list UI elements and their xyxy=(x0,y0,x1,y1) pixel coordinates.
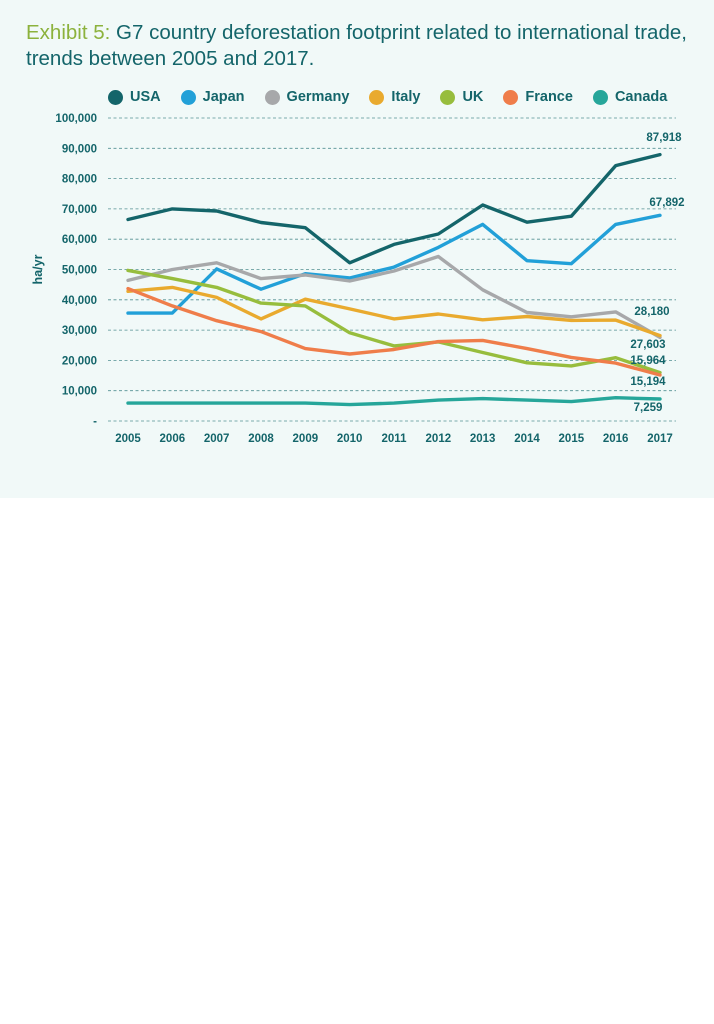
legend-label: Germany xyxy=(286,89,350,105)
legend-item: USA xyxy=(108,89,161,105)
y-tick-label: 20,000 xyxy=(62,355,97,367)
legend-swatch xyxy=(592,89,608,105)
y-tick-label: 40,000 xyxy=(62,295,97,307)
legend-swatch xyxy=(264,89,280,105)
x-tick-label: 2012 xyxy=(426,433,452,445)
y-tick-label: 90,000 xyxy=(62,143,97,155)
x-tick-label: 2010 xyxy=(337,433,363,445)
y-tick-label: 50,000 xyxy=(62,265,97,277)
legend-label: UK xyxy=(462,89,484,105)
legend-item: Germany xyxy=(264,89,350,105)
y-tick-label: 70,000 xyxy=(62,204,97,216)
y-tick-label: 60,000 xyxy=(62,234,97,246)
series-line-japan xyxy=(126,213,662,315)
title-text: G7 country deforestation footprint relat… xyxy=(26,21,687,70)
y-tick-label: 80,000 xyxy=(62,174,97,186)
end-value-label: 15,194 xyxy=(630,376,666,388)
end-value-label: 27,603 xyxy=(630,339,665,351)
legend-swatch xyxy=(108,89,123,105)
chart-title: Exhibit 5: G7 country deforestation foot… xyxy=(26,20,696,72)
series-line-canada xyxy=(126,396,662,407)
series-line-italy xyxy=(126,285,662,338)
legend-item: France xyxy=(503,89,573,105)
end-value-label: 28,180 xyxy=(634,306,669,318)
series-line-usa xyxy=(126,152,662,265)
x-tick-label: 2014 xyxy=(514,433,540,445)
x-tick-label: 2015 xyxy=(559,433,585,445)
x-tick-label: 2006 xyxy=(160,433,186,445)
x-tick-label: 2011 xyxy=(382,433,408,445)
legend-item: UK xyxy=(440,89,483,105)
end-value-label: 15,964 xyxy=(630,355,666,367)
legend-item: Italy xyxy=(369,89,420,105)
legend: USA Japan Germany Italy UK France Canada xyxy=(108,86,687,108)
x-tick-label: 2016 xyxy=(603,433,629,445)
chart-panel: Exhibit 5: G7 country deforestation foot… xyxy=(0,0,714,498)
legend-label: Japan xyxy=(202,89,245,105)
end-value-label: 67,892 xyxy=(649,197,684,209)
series-line-germany xyxy=(126,254,662,340)
y-tick-label: 100,000 xyxy=(55,113,97,125)
y-tick-label: 30,000 xyxy=(62,325,97,337)
legend-swatch xyxy=(369,89,385,105)
exhibit-label: Exhibit 5: xyxy=(26,21,111,44)
x-tick-label: 2007 xyxy=(204,433,230,445)
legend-swatch xyxy=(503,89,519,105)
x-tick-label: 2008 xyxy=(248,433,274,445)
legend-swatch xyxy=(180,89,196,105)
legend-item: Canada xyxy=(592,89,668,105)
y-axis-label: ha/yr xyxy=(31,254,45,284)
series-line-uk xyxy=(126,268,662,375)
legend-label: USA xyxy=(130,89,161,105)
x-tick-label: 2013 xyxy=(470,433,496,445)
legend-label: France xyxy=(525,89,573,105)
x-tick-label: 2005 xyxy=(115,433,141,445)
end-value-label: 87,918 xyxy=(646,132,682,144)
legend-label: Italy xyxy=(391,89,421,105)
legend-swatch xyxy=(440,89,456,105)
y-tick-label: 10,000 xyxy=(62,386,97,398)
line-chart: - 10,000 20,000 30,000 40,000 50,000 60,000 70,… xyxy=(31,113,685,445)
x-tick-label: 2017 xyxy=(647,433,673,445)
y-tick-label: - xyxy=(93,416,97,428)
legend-label: Canada xyxy=(614,89,668,105)
legend-item: Japan xyxy=(180,89,245,105)
x-tick-label: 2009 xyxy=(293,433,319,445)
series-line-france xyxy=(126,286,662,377)
end-value-label: 7,259 xyxy=(634,402,663,414)
